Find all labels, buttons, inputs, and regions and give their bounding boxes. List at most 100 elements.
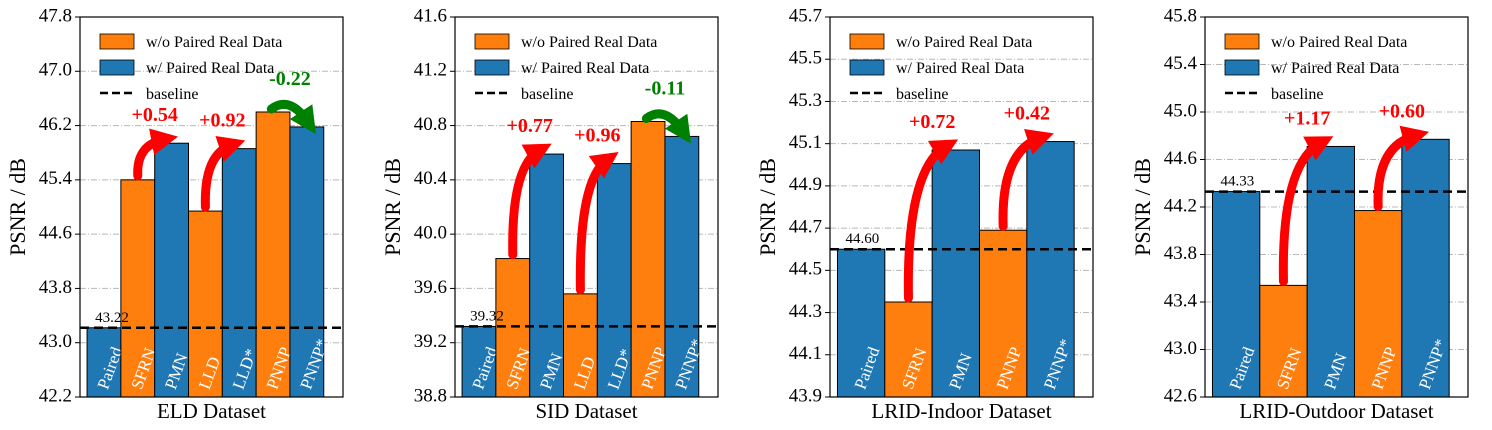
chart-panel-3: Paired SFRN PMN PNNP PNNP*44.60+0.72 +0.4243.…	[755, 5, 1094, 423]
delta-label: +0.54	[131, 104, 177, 126]
delta-label: +0.77	[506, 115, 552, 137]
legend: w/o Paired Real Data w/ Paired Real Data b…	[99, 33, 282, 103]
y-axis-label: PSNR / dB	[380, 158, 405, 256]
bar-pnnp	[1353, 210, 1403, 398]
y-tick-label: 38.8	[414, 385, 447, 406]
legend-label-wo: w/o Paired Real Data	[521, 34, 657, 51]
legend-swatch-wo	[849, 33, 885, 50]
y-tick-label: 44.9	[789, 174, 822, 195]
legend: w/o Paired Real Data w/ Paired Real Data b…	[849, 33, 1032, 103]
y-tick-label: 47.8	[39, 5, 72, 26]
legend: w/o Paired Real Data w/ Paired Real Data b…	[474, 33, 657, 103]
y-tick-label: 44.1	[789, 343, 822, 364]
y-tick-label: 43.9	[789, 385, 822, 406]
y-tick-label: 40.0	[414, 223, 447, 244]
delta-arrow	[508, 143, 552, 260]
y-tick-label: 44.6	[1164, 148, 1197, 169]
bar-pmn	[931, 149, 980, 398]
bar-pnnp	[630, 121, 666, 398]
delta-arrow	[1278, 136, 1334, 286]
x-axis-label: LRID-Indoor Dataset	[871, 399, 1051, 423]
delta-arrow	[575, 151, 619, 295]
chart-panel-1: Paired SFRN PMN LLD LLD* PNNP PNNP*43.22+0.54 +…	[5, 5, 344, 423]
legend-swatch-w	[849, 59, 885, 76]
plot-frame	[79, 16, 344, 398]
y-tick-label: 41.2	[414, 60, 447, 81]
y-tick-label: 43.4	[1164, 290, 1198, 311]
y-tick-label: 45.7	[789, 5, 822, 26]
y-tick-label: 43.8	[39, 277, 72, 298]
legend-label-w: w/ Paired Real Data	[521, 60, 649, 77]
x-axis-label: LRID-Outdoor Dataset	[1239, 399, 1433, 423]
y-tick-label: 45.1	[789, 132, 822, 153]
bar-pnnp-star	[1401, 138, 1450, 398]
bar-pnnp-star	[1026, 141, 1075, 398]
y-tick-label: 47.0	[39, 60, 72, 81]
chart-panel-4: Paired SFRN PMN PNNP PNNP*44.33+1.17 +0.6042.…	[1130, 5, 1469, 423]
legend-label-wo: w/o Paired Real Data	[896, 34, 1032, 51]
y-tick-label: 43.0	[1164, 338, 1197, 359]
y-tick-label: 45.5	[789, 48, 822, 69]
plot-frame	[829, 16, 1094, 398]
x-axis-label: ELD Dataset	[157, 399, 266, 423]
delta-arrow	[200, 136, 246, 212]
legend-label-wo: w/o Paired Real Data	[1271, 34, 1407, 51]
bar-paired	[836, 248, 886, 398]
plot-frame	[454, 16, 719, 398]
y-tick-label: 45.4	[39, 168, 73, 189]
y-tick-label: 46.2	[39, 114, 72, 135]
bar-pmn	[1306, 145, 1355, 398]
y-tick-label: 44.3	[789, 301, 822, 322]
delta-arrow	[903, 139, 959, 303]
delta-arrow	[266, 99, 317, 135]
y-tick-label: 44.7	[789, 216, 822, 237]
delta-label: -0.11	[645, 78, 686, 100]
chart-panel-2: Paired SFRN PMN LLD LLD* PNNP PNNP*39.32+0.77 +…	[380, 5, 719, 423]
legend-label-baseline: baseline	[1271, 86, 1323, 103]
legend-label-w: w/ Paired Real Data	[1271, 60, 1399, 77]
y-tick-label: 39.2	[414, 331, 447, 352]
y-tick-label: 43.8	[1164, 243, 1197, 264]
y-tick-label: 45.8	[1164, 5, 1197, 26]
baseline-value-label: 44.33	[1220, 174, 1254, 190]
bar-pnnp-star	[664, 135, 700, 398]
legend-swatch-wo	[99, 33, 135, 50]
legend-label-w: w/ Paired Real Data	[896, 60, 1024, 77]
legend-swatch-wo	[1224, 33, 1260, 50]
delta-label: +0.92	[199, 110, 245, 132]
bar-paired	[86, 327, 122, 398]
delta-label: +0.42	[1004, 103, 1050, 125]
y-tick-label: 40.8	[414, 114, 447, 135]
delta-label: +0.60	[1379, 100, 1425, 122]
y-tick-label: 45.3	[789, 90, 822, 111]
bar-sfrn	[1259, 284, 1308, 398]
legend-swatch-w	[1224, 59, 1260, 76]
delta-arrow	[641, 109, 692, 144]
y-tick-label: 40.4	[414, 168, 448, 189]
baseline-value-label: 44.60	[845, 231, 879, 247]
delta-label: +1.17	[1284, 107, 1330, 129]
legend-swatch-w	[99, 59, 135, 76]
y-tick-label: 41.6	[414, 5, 447, 26]
delta-arrow	[133, 128, 179, 181]
y-tick-label: 44.2	[1164, 195, 1197, 216]
delta-label: -0.22	[269, 68, 311, 90]
y-tick-label: 42.2	[39, 385, 72, 406]
x-axis-label: SID Dataset	[535, 399, 637, 423]
delta-arrow	[1373, 125, 1430, 212]
legend-label-wo: w/o Paired Real Data	[146, 34, 282, 51]
delta-label: +0.96	[574, 125, 620, 147]
y-tick-label: 44.6	[39, 223, 72, 244]
legend-swatch-w	[474, 59, 510, 76]
legend-label-baseline: baseline	[896, 86, 948, 103]
y-tick-label: 43.0	[39, 331, 72, 352]
delta-label: +0.72	[909, 111, 955, 133]
y-tick-label: 39.6	[414, 277, 447, 298]
legend: w/o Paired Real Data w/ Paired Real Data b…	[1224, 33, 1407, 103]
legend-label-baseline: baseline	[521, 86, 573, 103]
legend-swatch-wo	[474, 33, 510, 50]
bar-lld	[563, 293, 598, 398]
y-axis-label: PSNR / dB	[755, 158, 780, 256]
legend-label-baseline: baseline	[146, 86, 198, 103]
